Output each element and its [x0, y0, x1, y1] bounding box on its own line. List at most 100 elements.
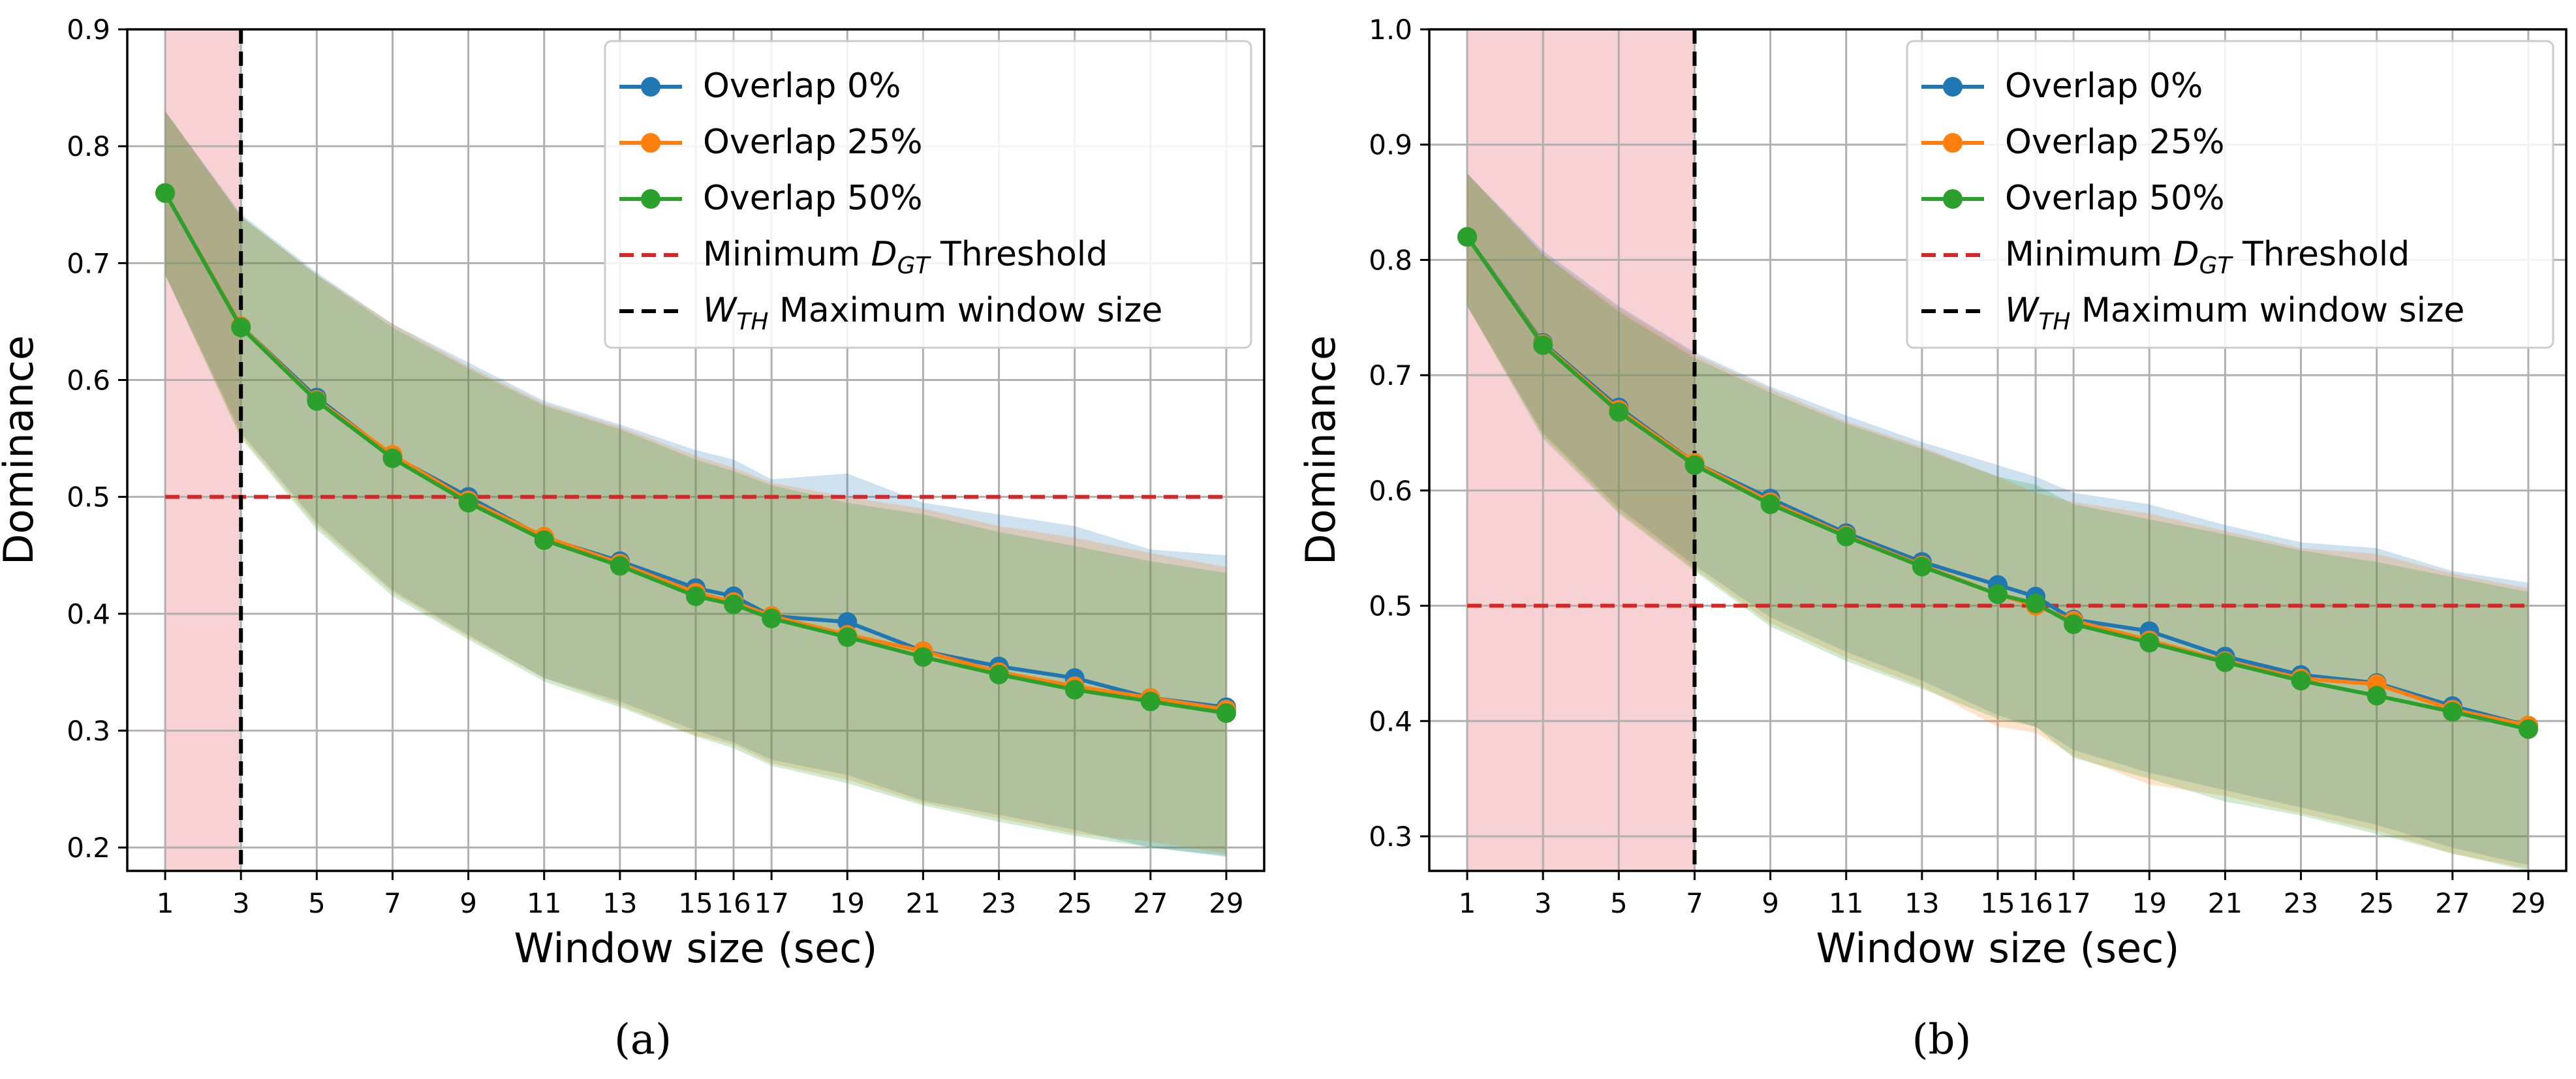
y-tick-label: 0.3	[67, 715, 110, 747]
legend-box	[1906, 40, 2554, 349]
series-point	[2442, 702, 2462, 722]
y-tick-label: 0.2	[67, 832, 110, 864]
legend-marker	[641, 77, 660, 97]
legend-label: Minimum DGT Threshold	[703, 235, 1108, 279]
x-tick-label: 25	[1057, 887, 1092, 919]
series-point	[1760, 494, 1780, 515]
series-point	[1533, 335, 1553, 356]
series-point	[1140, 691, 1160, 712]
x-tick-label: 16	[2018, 887, 2053, 919]
x-tick-label: 21	[2208, 887, 2242, 919]
x-tick-label: 19	[2132, 887, 2167, 919]
band-series-0	[1467, 173, 2528, 866]
x-tick-label: 25	[2359, 887, 2394, 919]
series-point	[2139, 633, 2160, 653]
y-axis-label: Dominance	[0, 335, 42, 565]
legend-label: WTH Maximum window size	[2005, 291, 2464, 335]
x-tick-label: 1	[157, 887, 174, 919]
series-point	[382, 448, 403, 468]
y-tick-label: 0.4	[1369, 705, 1412, 737]
series-point	[2215, 652, 2235, 673]
series-2	[1457, 227, 2538, 739]
x-tick-label: 29	[2511, 887, 2545, 919]
series-point	[2518, 719, 2538, 739]
y-tick-label: 0.4	[67, 598, 110, 630]
y-tick-label: 0.5	[1369, 590, 1412, 622]
series-point	[1457, 227, 1478, 247]
series-point	[610, 556, 630, 576]
series-point	[989, 665, 1009, 684]
shaded-region	[1467, 29, 1695, 871]
x-tick-label: 15	[678, 887, 713, 919]
series-point	[231, 317, 251, 337]
series-2	[155, 183, 1236, 723]
series-point	[1836, 526, 1856, 547]
series-point	[724, 594, 744, 615]
series-point	[534, 530, 554, 550]
series-point	[458, 493, 478, 513]
legend: Overlap 0% Overlap 25% Overlap 50% Minimum …	[1906, 40, 2554, 349]
legend-item-series-2: Overlap 50%	[1921, 179, 2225, 218]
series-point	[1988, 584, 2008, 604]
series-line	[163, 192, 1227, 716]
x-tick-label: 17	[2056, 887, 2090, 919]
legend-label: Overlap 25%	[703, 123, 923, 162]
y-tick-label: 0.8	[67, 130, 110, 162]
series-point	[1216, 703, 1236, 723]
legend-item-threshold: Minimum DGT Threshold	[619, 235, 1108, 279]
legend-item-series-0: Overlap 0%	[619, 67, 901, 106]
legend-label: Overlap 0%	[2005, 67, 2203, 106]
legend-label: Overlap 0%	[703, 67, 901, 106]
panel-a: 1 3 5 7 9 11 13 15 16 17 19 21 23 25 27 290.20.30.40.50…	[0, 14, 1265, 972]
legend-marker	[1943, 189, 1963, 209]
x-tick-label: 27	[1133, 887, 1168, 919]
y-tick-label: 0.9	[1369, 129, 1412, 161]
x-tick-label: 16	[716, 887, 751, 919]
band-series-1	[165, 111, 1226, 854]
y-tick-label: 0.3	[1369, 821, 1412, 853]
x-tick-label: 29	[1209, 887, 1243, 919]
legend-label: Minimum DGT Threshold	[2005, 235, 2410, 279]
y-tick-label: 1.0	[1369, 14, 1412, 46]
legend-item-window: WTH Maximum window size	[1921, 291, 2464, 335]
x-axis-label: Window size (sec)	[1816, 924, 2179, 972]
legend-marker	[1943, 133, 1963, 153]
y-tick-label: 0.9	[67, 14, 110, 46]
legend-item-series-1: Overlap 25%	[619, 123, 923, 162]
caption-a: (a)	[614, 1016, 672, 1064]
x-tick-label: 7	[1686, 887, 1703, 919]
x-tick-label: 11	[527, 887, 561, 919]
x-axis-label: Window size (sec)	[514, 924, 877, 972]
legend-item-series-1: Overlap 25%	[1921, 123, 2225, 162]
band-series-2	[165, 111, 1226, 856]
confidence-bands	[1467, 173, 2528, 871]
band-series-2	[1467, 173, 2528, 871]
x-tick-label: 23	[982, 887, 1016, 919]
confidence-bands	[165, 111, 1226, 857]
x-tick-label: 27	[2435, 887, 2470, 919]
series-line	[1465, 236, 2529, 731]
x-tick-label: 9	[1761, 887, 1779, 919]
panel-b: 1 3 5 7 9 11 13 15 16 17 19 21 23 25 27 290.30.40.50.60…	[1297, 14, 2568, 972]
y-tick-label: 0.6	[67, 365, 110, 397]
legend-label: WTH Maximum window size	[703, 291, 1162, 335]
series-point	[2064, 614, 2084, 634]
x-tick-label: 5	[1610, 887, 1628, 919]
x-tick-label: 15	[1980, 887, 2015, 919]
series-point	[1064, 680, 1085, 700]
x-tick-label: 3	[1534, 887, 1552, 919]
y-axis-label: Dominance	[1297, 335, 1344, 565]
x-tick-label: 21	[906, 887, 940, 919]
y-tick-label: 0.5	[67, 481, 110, 513]
caption-b: (b)	[1912, 1016, 1972, 1064]
x-tick-label: 23	[2284, 887, 2318, 919]
legend-label: Overlap 25%	[2005, 123, 2225, 162]
legend: Overlap 0% Overlap 25% Overlap 50% Minimum …	[604, 40, 1252, 349]
y-tick-label: 0.7	[1369, 359, 1412, 391]
y-tick-label: 0.7	[67, 247, 110, 279]
series-point	[913, 647, 933, 667]
series-point	[307, 391, 327, 411]
legend-label: Overlap 50%	[703, 179, 923, 218]
